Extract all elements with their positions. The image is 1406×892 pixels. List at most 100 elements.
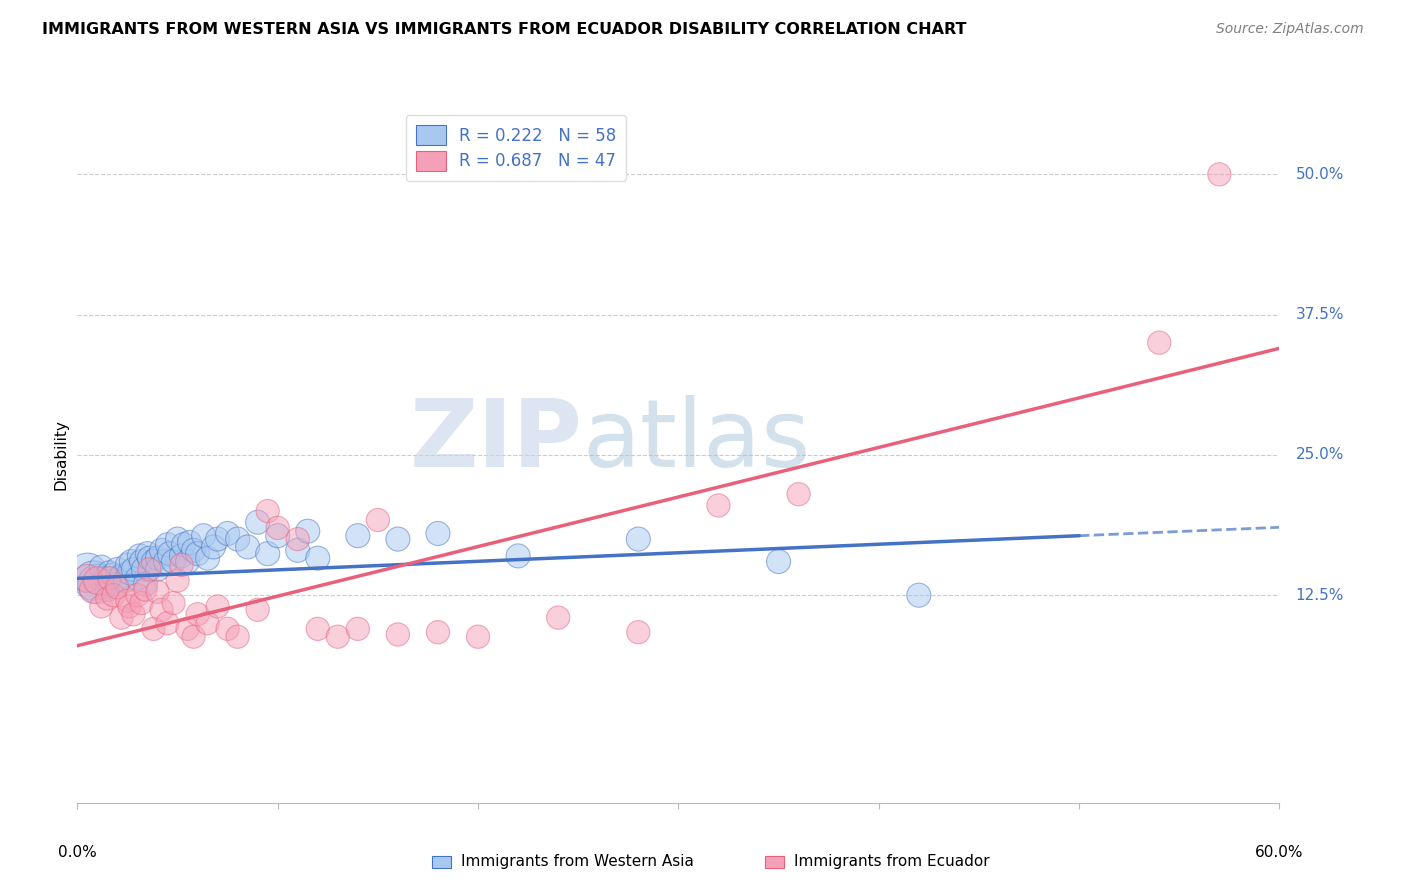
Point (186, 547, 209, 561)
Point (162, 596, 184, 610)
Point (155, 555, 177, 569)
Point (86, 574, 108, 588)
Point (207, 599, 229, 614)
Point (1149, 335, 1171, 350)
Point (326, 630, 349, 644)
Text: 0.0%: 0.0% (58, 846, 97, 861)
Text: IMMIGRANTS FROM WESTERN ASIA VS IMMIGRANTS FROM ECUADOR DISABILITY CORRELATION C: IMMIGRANTS FROM WESTERN ASIA VS IMMIGRAN… (42, 22, 967, 37)
Point (202, 540, 225, 554)
Point (86, 577, 108, 591)
FancyBboxPatch shape (432, 856, 451, 868)
Text: Source: ZipAtlas.com: Source: ZipAtlas.com (1216, 22, 1364, 37)
Point (183, 543, 205, 558)
Point (427, 625, 450, 640)
Point (193, 529, 215, 543)
Point (107, 562, 129, 576)
Point (150, 543, 173, 558)
Text: atlas: atlas (582, 395, 810, 487)
Point (90, 560, 112, 574)
Point (96, 591, 118, 606)
Point (120, 555, 142, 569)
Point (166, 574, 188, 588)
Point (162, 555, 184, 569)
Point (197, 551, 219, 566)
Point (908, 588, 931, 602)
Point (107, 577, 129, 591)
Point (134, 582, 156, 597)
Point (134, 577, 156, 591)
Point (117, 558, 139, 572)
Point (197, 616, 219, 631)
Point (98, 566, 121, 580)
Point (118, 599, 141, 614)
Point (508, 549, 530, 563)
Point (287, 532, 309, 546)
Point (128, 549, 150, 563)
Point (131, 555, 153, 569)
Point (267, 529, 290, 543)
Point (170, 558, 193, 572)
Point (170, 549, 193, 563)
Text: 37.5%: 37.5% (1295, 307, 1344, 322)
Point (787, 487, 810, 501)
Y-axis label: Disability: Disability (53, 419, 69, 491)
Point (122, 562, 145, 576)
Point (156, 616, 179, 631)
Point (127, 588, 149, 602)
Point (387, 627, 409, 641)
Point (103, 568, 125, 582)
FancyBboxPatch shape (765, 856, 785, 868)
Point (118, 566, 141, 580)
Point (627, 625, 650, 640)
Point (82, 574, 104, 588)
Point (173, 538, 195, 552)
Point (142, 555, 165, 569)
Point (287, 543, 309, 558)
Point (103, 588, 125, 602)
Point (94, 571, 117, 585)
Point (131, 596, 153, 610)
Point (127, 571, 149, 585)
Point (217, 526, 239, 541)
Point (166, 532, 188, 546)
Point (76, 571, 98, 585)
Point (142, 622, 165, 636)
Point (117, 594, 139, 608)
Point (146, 584, 169, 599)
Point (307, 551, 329, 566)
Point (226, 532, 249, 546)
Point (90, 599, 112, 614)
Point (136, 547, 159, 561)
Text: Immigrants from Ecuador: Immigrants from Ecuador (794, 855, 990, 870)
Point (82, 582, 104, 597)
Point (207, 532, 229, 546)
Point (138, 562, 160, 576)
Point (114, 574, 136, 588)
Text: ZIP: ZIP (409, 395, 582, 487)
Point (467, 630, 489, 644)
Point (256, 504, 278, 518)
Point (186, 607, 209, 622)
Point (307, 622, 329, 636)
Text: 60.0%: 60.0% (1256, 846, 1303, 861)
Point (246, 515, 269, 529)
Text: 12.5%: 12.5% (1295, 588, 1344, 603)
Point (387, 532, 409, 546)
Point (150, 603, 173, 617)
Point (96, 582, 118, 597)
Point (347, 622, 370, 636)
Point (707, 499, 730, 513)
Point (768, 555, 790, 569)
Point (122, 607, 145, 622)
Point (183, 630, 205, 644)
Point (179, 535, 201, 549)
Point (98, 571, 121, 585)
Point (107, 580, 129, 594)
Point (76, 566, 98, 580)
Point (156, 538, 179, 552)
Text: Immigrants from Western Asia: Immigrants from Western Asia (461, 855, 693, 870)
Point (627, 532, 650, 546)
Point (1208, 167, 1230, 181)
Point (146, 551, 169, 566)
Point (256, 547, 278, 561)
